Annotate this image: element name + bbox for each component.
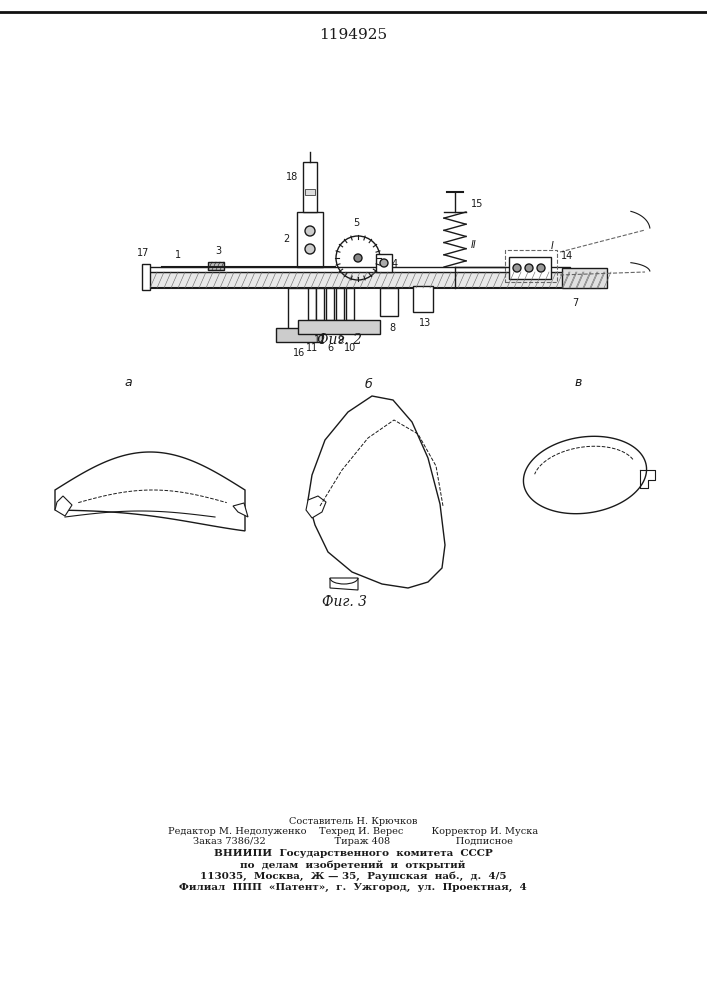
Text: II: II [471, 240, 477, 250]
Text: 16: 16 [293, 348, 305, 358]
Text: 7: 7 [572, 298, 578, 308]
Text: по  делам  изобретений  и  открытий: по делам изобретений и открытий [240, 860, 466, 870]
Bar [142, 264, 150, 290]
Text: 3: 3 [215, 246, 221, 256]
Text: I: I [551, 241, 554, 251]
Text: 11: 11 [306, 343, 318, 353]
Bar [380, 288, 398, 316]
Bar [326, 288, 334, 320]
Text: Филиал  ППП  «Патент»,  г.  Ужгород,  ул.  Проектная,  4: Филиал ППП «Патент», г. Ужгород, ул. Про… [179, 882, 527, 892]
Text: Редактор М. Недолуженко    Техред И. Верес         Корректор И. Муска: Редактор М. Недолуженко Техред И. Верес … [168, 828, 538, 836]
Bar [276, 328, 322, 342]
Polygon shape [306, 496, 326, 518]
Text: 15: 15 [471, 199, 484, 209]
Bar [148, 267, 570, 272]
Text: Заказ 7386/32                      Тираж 408                     Подписное: Заказ 7386/32 Тираж 408 Подписное [193, 838, 513, 846]
Bar [297, 212, 323, 267]
Text: 6: 6 [327, 343, 333, 353]
Circle shape [380, 259, 388, 267]
Bar [305, 189, 315, 195]
Polygon shape [523, 436, 647, 514]
Text: 10: 10 [344, 343, 356, 353]
Text: 5: 5 [353, 218, 359, 228]
Circle shape [305, 244, 315, 254]
Bar [303, 162, 317, 212]
Text: 1194925: 1194925 [319, 28, 387, 42]
Bar [562, 268, 607, 288]
Circle shape [525, 264, 533, 272]
Text: в: в [574, 375, 582, 388]
Polygon shape [233, 503, 248, 517]
Bar [505, 250, 557, 282]
Bar [148, 272, 600, 288]
Bar [413, 286, 433, 312]
Text: 9: 9 [337, 335, 343, 345]
Text: 12: 12 [314, 335, 326, 345]
Text: ВНИИПИ  Государственного  комитета  СССР: ВНИИПИ Государственного комитета СССР [214, 850, 492, 858]
Bar [308, 288, 316, 320]
Text: Фиг. 3: Фиг. 3 [322, 595, 368, 609]
Polygon shape [308, 396, 445, 588]
Text: 8: 8 [389, 323, 395, 333]
Bar [298, 320, 380, 334]
Text: б: б [364, 378, 372, 391]
Bar [288, 288, 310, 330]
Text: 113035,  Москва,  Ж — 35,  Раушская  наб.,  д.  4/5: 113035, Москва, Ж — 35, Раушская наб., д… [200, 871, 506, 881]
Bar [208, 262, 224, 270]
Text: Фиг. 2: Фиг. 2 [317, 333, 363, 347]
Text: а: а [124, 375, 132, 388]
Text: 14: 14 [561, 251, 573, 261]
Polygon shape [330, 578, 358, 590]
Circle shape [305, 226, 315, 236]
Text: 4: 4 [392, 259, 398, 269]
Text: Составитель Н. Крючков: Составитель Н. Крючков [289, 818, 417, 826]
Bar [376, 254, 392, 272]
Polygon shape [55, 452, 245, 531]
Circle shape [537, 264, 545, 272]
Circle shape [513, 264, 521, 272]
Text: 17: 17 [137, 248, 149, 258]
Bar [346, 288, 354, 320]
Bar [316, 288, 324, 320]
Bar [336, 288, 344, 320]
Bar [509, 257, 551, 279]
Polygon shape [55, 496, 72, 516]
Text: 1: 1 [175, 250, 181, 260]
Circle shape [354, 254, 362, 262]
Text: 13: 13 [419, 318, 431, 328]
Text: 2: 2 [284, 234, 290, 244]
Text: 18: 18 [286, 172, 298, 182]
